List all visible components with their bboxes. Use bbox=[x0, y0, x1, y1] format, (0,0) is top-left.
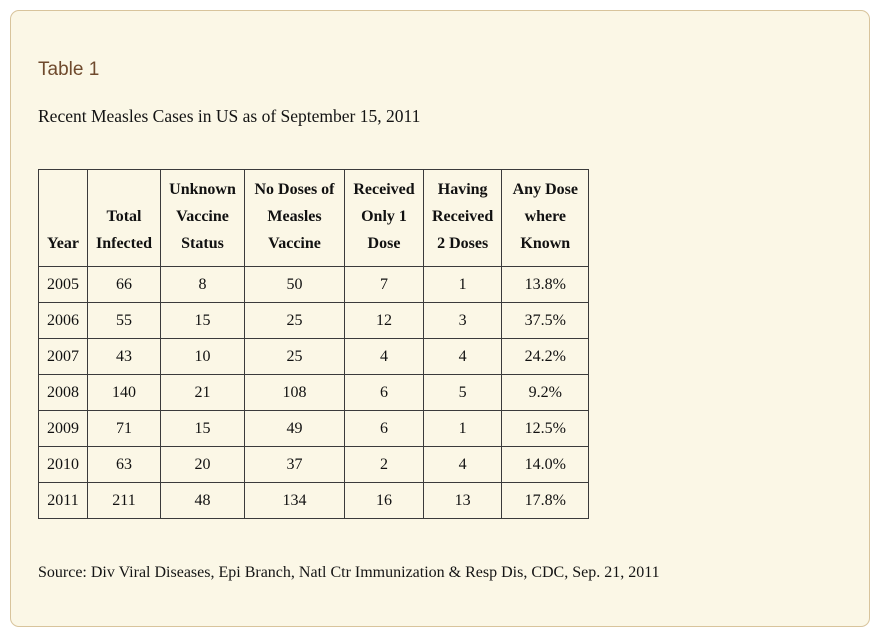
table-header-cell: Having Received 2 Doses bbox=[422, 169, 503, 267]
table-header-cell: Received Only 1 Dose bbox=[344, 169, 424, 267]
table-header-cell: Unknown Vaccine Status bbox=[160, 169, 245, 267]
table-header-cell: Any Dose where Known bbox=[501, 169, 590, 267]
table-cell: 1 bbox=[422, 410, 503, 447]
table-cell: 37.5% bbox=[501, 302, 590, 339]
table-header-cell: No Doses of Measles Vaccine bbox=[244, 169, 345, 267]
table-cell: 14.0% bbox=[501, 446, 590, 483]
table-cell: 2010 bbox=[38, 446, 88, 483]
table-cell: 17.8% bbox=[501, 482, 590, 519]
table-cell: 63 bbox=[87, 446, 161, 483]
table-row: 2008 140 21 108 6 5 9.2% bbox=[38, 374, 590, 411]
source-text: Source: Div Viral Diseases, Epi Branch, … bbox=[38, 564, 660, 581]
table-cell: 9.2% bbox=[501, 374, 590, 411]
table-cell: 55 bbox=[87, 302, 161, 339]
table-cell: 25 bbox=[244, 338, 345, 375]
table-cell: 2008 bbox=[38, 374, 88, 411]
table-cell: 2006 bbox=[38, 302, 88, 339]
table-row: 2010 63 20 37 2 4 14.0% bbox=[38, 446, 590, 483]
table-cell: 20 bbox=[160, 446, 245, 483]
measles-cases-table: Year Total Infected Unknown Vaccine Status… bbox=[38, 169, 590, 519]
table-cell: 211 bbox=[87, 482, 161, 519]
table-cell: 66 bbox=[87, 266, 161, 303]
table-cell: 6 bbox=[344, 410, 424, 447]
table-cell: 50 bbox=[244, 266, 345, 303]
table-header-cell: Year bbox=[38, 169, 88, 267]
table-row: 2009 71 15 49 6 1 12.5% bbox=[38, 410, 590, 447]
table-cell: 13.8% bbox=[501, 266, 590, 303]
table-row: 2006 55 15 25 12 3 37.5% bbox=[38, 302, 590, 339]
table-cell: 13 bbox=[422, 482, 503, 519]
table-header-cell: Total Infected bbox=[87, 169, 161, 267]
table-row: 2007 43 10 25 4 4 24.2% bbox=[38, 338, 590, 375]
table-cell: 2005 bbox=[38, 266, 88, 303]
table-cell: 71 bbox=[87, 410, 161, 447]
table-cell: 134 bbox=[244, 482, 345, 519]
table-row: 2011 211 48 134 16 13 17.8% bbox=[38, 482, 590, 519]
table-cell: 5 bbox=[422, 374, 503, 411]
table-cell: 49 bbox=[244, 410, 345, 447]
table-cell: 7 bbox=[344, 266, 424, 303]
table-cell: 10 bbox=[160, 338, 245, 375]
table-cell: 21 bbox=[160, 374, 245, 411]
table-cell: 4 bbox=[422, 446, 503, 483]
table-cell: 43 bbox=[87, 338, 161, 375]
table-cell: 2007 bbox=[38, 338, 88, 375]
table-cell: 37 bbox=[244, 446, 345, 483]
table-cell: 4 bbox=[422, 338, 503, 375]
table-cell: 15 bbox=[160, 302, 245, 339]
table-body: 2005 66 8 50 7 1 13.8% 2006 55 15 25 12 3 37.5% 2007 43… bbox=[38, 266, 590, 519]
table-row: 2005 66 8 50 7 1 13.8% bbox=[38, 266, 590, 303]
table-cell: 16 bbox=[344, 482, 424, 519]
table-cell: 15 bbox=[160, 410, 245, 447]
table-cell: 1 bbox=[422, 266, 503, 303]
table-cell: 2011 bbox=[38, 482, 88, 519]
table-cell: 48 bbox=[160, 482, 245, 519]
table-cell: 4 bbox=[344, 338, 424, 375]
table-cell: 3 bbox=[422, 302, 503, 339]
table-cell: 2009 bbox=[38, 410, 88, 447]
table-cell: 6 bbox=[344, 374, 424, 411]
table-label: Table 1 bbox=[38, 59, 100, 80]
table-cell: 8 bbox=[160, 266, 245, 303]
content-panel: Table 1 Recent Measles Cases in US as of… bbox=[10, 10, 870, 627]
table-header: Year Total Infected Unknown Vaccine Status… bbox=[38, 169, 590, 267]
table-cell: 24.2% bbox=[501, 338, 590, 375]
table-cell: 108 bbox=[244, 374, 345, 411]
table-cell: 12.5% bbox=[501, 410, 590, 447]
table-cell: 2 bbox=[344, 446, 424, 483]
table-cell: 12 bbox=[344, 302, 424, 339]
table-cell: 140 bbox=[87, 374, 161, 411]
table-header-row: Year Total Infected Unknown Vaccine Status… bbox=[38, 169, 590, 267]
table-cell: 25 bbox=[244, 302, 345, 339]
table-title: Recent Measles Cases in US as of Septemb… bbox=[38, 106, 421, 126]
